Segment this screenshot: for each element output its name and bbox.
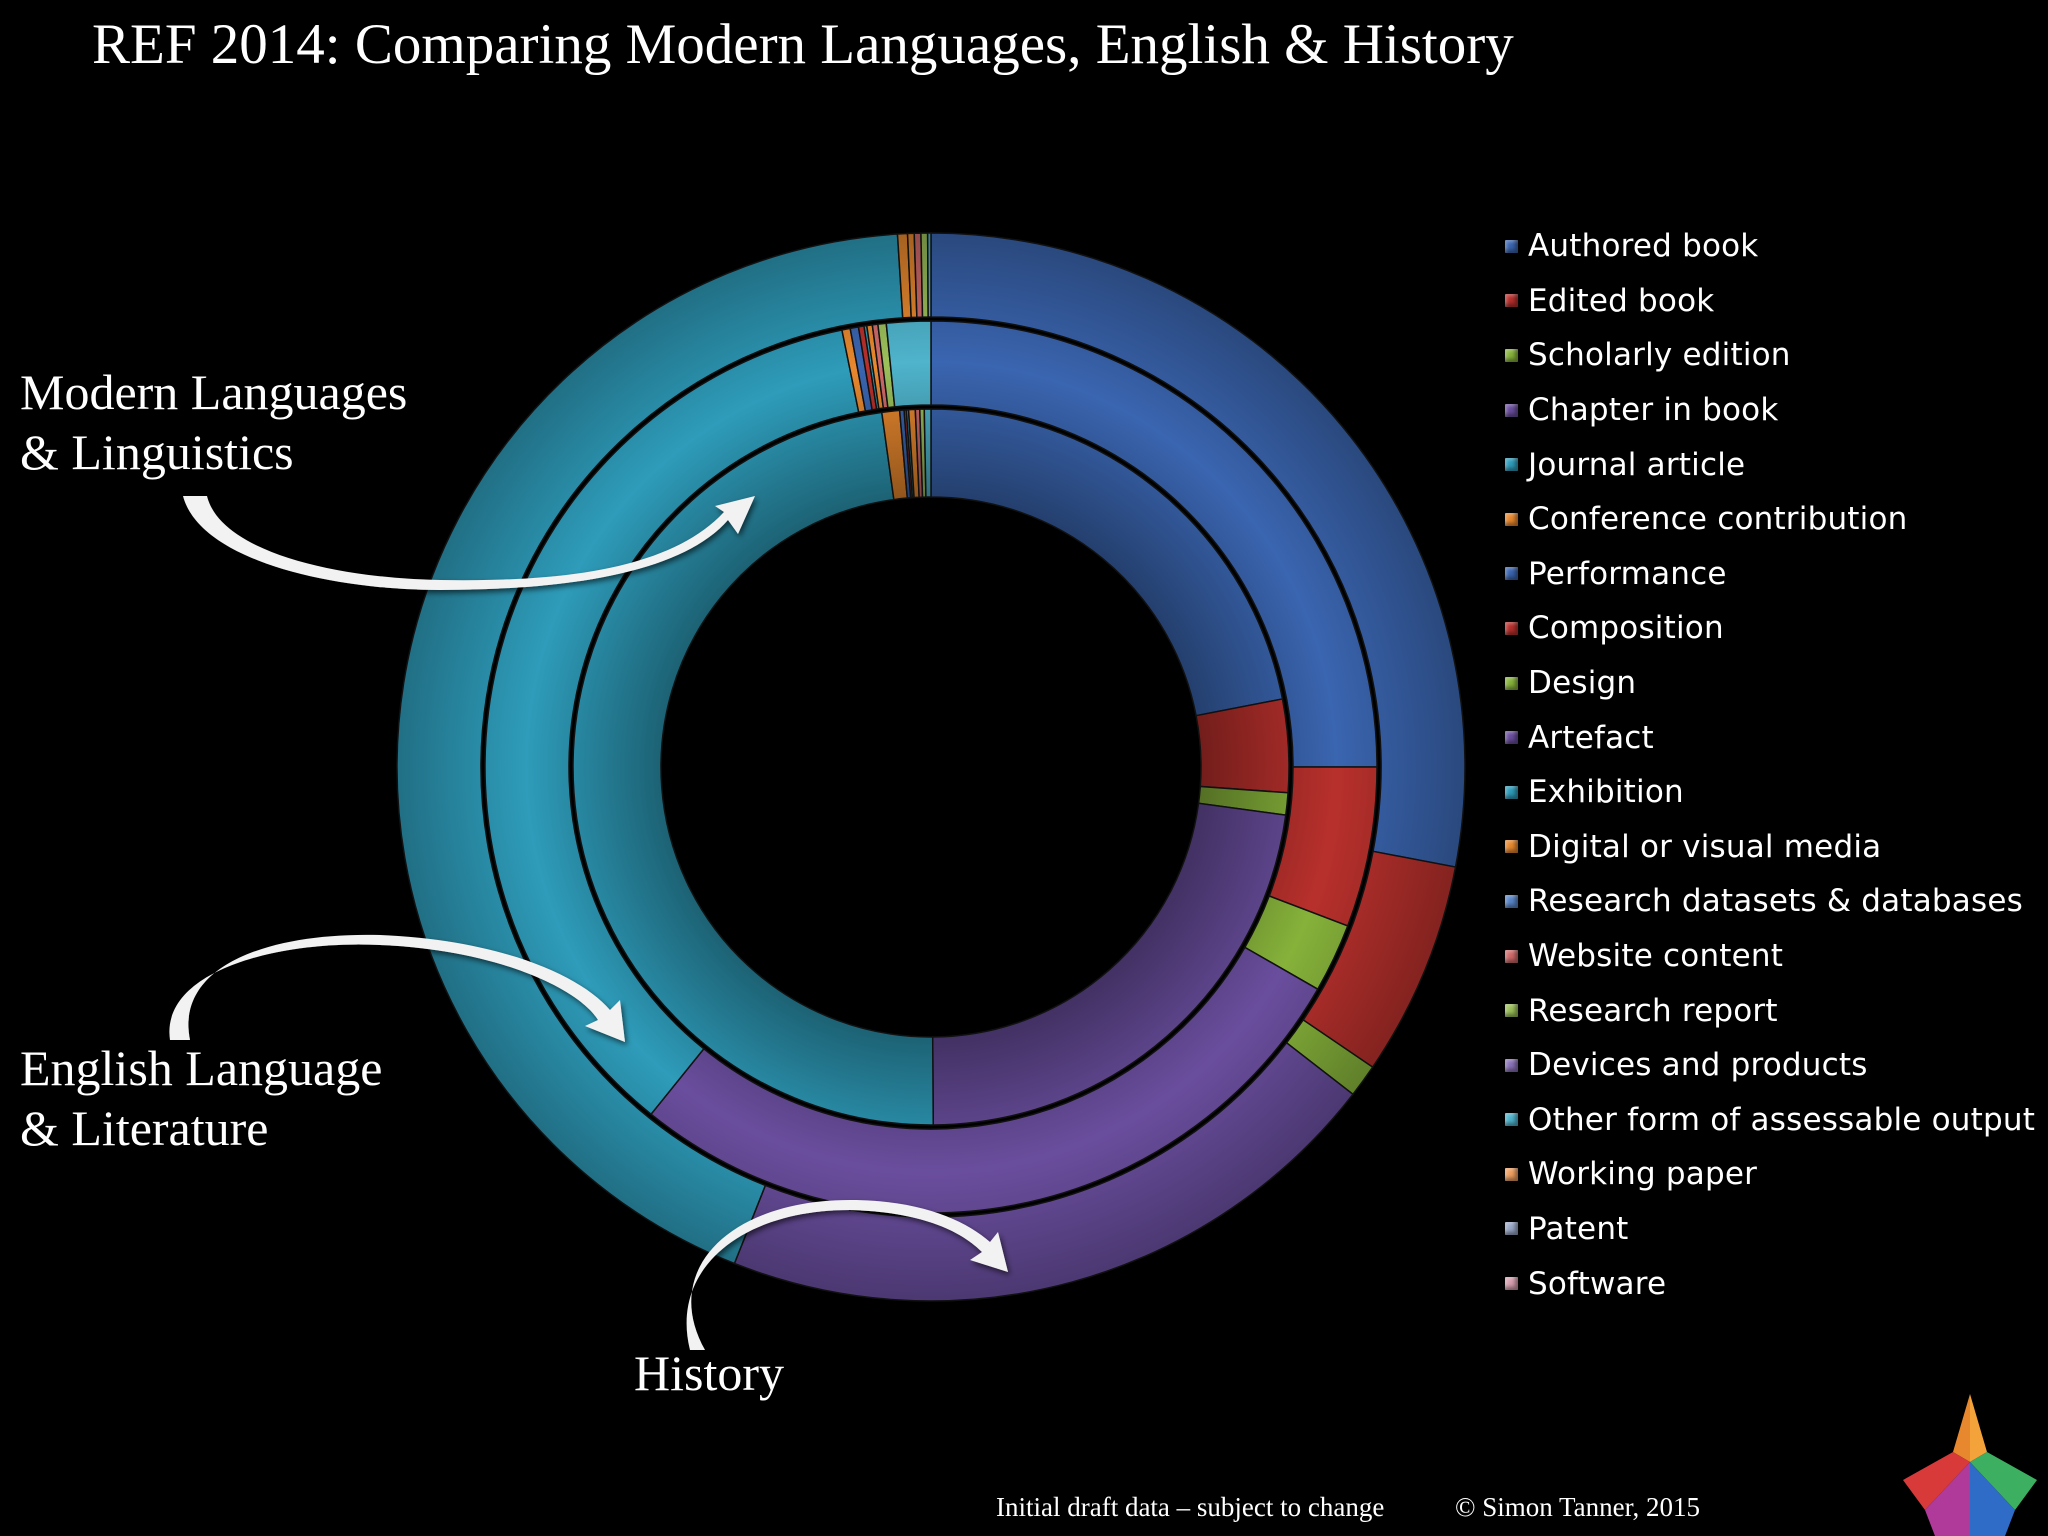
legend-label: Edited book — [1528, 282, 1715, 319]
legend-label: Other form of assessable output — [1528, 1101, 2036, 1138]
slice-history-other-form-of-assessable-output — [926, 232, 932, 318]
legend-swatch — [1505, 840, 1518, 854]
legend-item-website-content: Website content — [1505, 929, 2035, 984]
footer-note: Initial draft data – subject to change — [996, 1492, 1385, 1522]
legend-swatch — [1505, 294, 1518, 308]
legend-label: Design — [1528, 665, 1637, 702]
legend-label: Chapter in book — [1528, 392, 1779, 429]
legend-item-devices-and-products: Devices and products — [1505, 1038, 2035, 1093]
slice-history-authored-book — [930, 232, 1466, 868]
legend-label: Software — [1528, 1265, 1667, 1302]
chart-legend: Authored book Edited book Scholarly editio… — [1505, 219, 2035, 1311]
ring-label-modern-languages: Modern Languages & Linguistics — [20, 362, 440, 482]
legend-label: Composition — [1528, 610, 1724, 647]
legend-item-conference-contribution: Conference contribution — [1505, 492, 2035, 547]
legend-item-scholarly-edition: Scholarly edition — [1505, 328, 2035, 383]
ring-label-line: Modern Languages — [20, 364, 408, 420]
legend-swatch — [1505, 1004, 1518, 1018]
legend-label: Patent — [1528, 1210, 1629, 1247]
legend-swatch — [1505, 785, 1518, 799]
legend-item-exhibition: Exhibition — [1505, 765, 2035, 820]
legend-item-journal-article: Journal article — [1505, 437, 2035, 492]
legend-label: Scholarly edition — [1528, 337, 1791, 374]
legend-item-design: Design — [1505, 656, 2035, 711]
callout-arrows — [169, 496, 1008, 1350]
logo-icon — [1903, 1394, 2037, 1536]
legend-swatch — [1505, 949, 1518, 963]
ring-label-english: English Language & Literature — [20, 1038, 440, 1158]
legend-item-artefact: Artefact — [1505, 710, 2035, 765]
legend-swatch — [1505, 1058, 1518, 1072]
legend-label: Performance — [1528, 555, 1727, 592]
ring-label-line: & Linguistics — [20, 424, 294, 480]
legend-item-patent: Patent — [1505, 1202, 2035, 1257]
legend-item-edited-book: Edited book — [1505, 274, 2035, 329]
slice-english-language-literature-journal-article — [484, 329, 860, 1116]
legend-label: Digital or visual media — [1528, 828, 1882, 865]
legend-swatch — [1505, 894, 1518, 908]
legend-label: Devices and products — [1528, 1047, 1868, 1084]
legend-label: Research datasets & databases — [1528, 883, 2023, 920]
legend-label: Working paper — [1528, 1156, 1758, 1193]
slice-modern-languages-linguistics-other-form-of-assessable-output — [923, 408, 932, 498]
legend-item-research-datasets-databases: Research datasets & databases — [1505, 874, 2035, 929]
legend-item-chapter-in-book: Chapter in book — [1505, 383, 2035, 438]
legend-item-composition: Composition — [1505, 601, 2035, 656]
legend-item-working-paper: Working paper — [1505, 1147, 2035, 1202]
legend-swatch — [1505, 621, 1518, 635]
legend-swatch — [1505, 1277, 1518, 1291]
ring-label-history: History — [634, 1345, 784, 1401]
legend-swatch — [1505, 348, 1518, 362]
legend-swatch — [1505, 731, 1518, 745]
legend-item-performance: Performance — [1505, 547, 2035, 602]
legend-label: Exhibition — [1528, 774, 1684, 811]
legend-swatch — [1505, 239, 1518, 253]
legend-item-software: Software — [1505, 1256, 2035, 1311]
slice-modern-languages-linguistics-journal-article — [572, 411, 934, 1126]
legend-item-other-form-of-assessable-output: Other form of assessable output — [1505, 1093, 2035, 1148]
legend-swatch — [1505, 403, 1518, 417]
legend-item-research-report: Research report — [1505, 983, 2035, 1038]
slice-english-language-literature-chapter-in-book — [649, 946, 1319, 1214]
legend-label: Website content — [1528, 938, 1784, 975]
legend-swatch — [1505, 1167, 1518, 1181]
legend-swatch — [1505, 676, 1518, 690]
legend-label: Journal article — [1528, 446, 1746, 483]
legend-label: Conference contribution — [1528, 501, 1908, 538]
page-title: REF 2014: Comparing Modern Languages, En… — [92, 13, 1514, 76]
legend-swatch — [1505, 567, 1518, 581]
legend-label: Authored book — [1528, 228, 1759, 265]
slice-modern-languages-linguistics-edited-book — [1195, 698, 1290, 794]
legend-swatch — [1505, 512, 1518, 526]
legend-swatch — [1505, 458, 1518, 472]
arrow-english — [169, 934, 625, 1042]
slice-english-language-literature-other-form-of-assessable-output — [885, 320, 932, 408]
footer-copyright: © Simon Tanner, 2015 — [1455, 1492, 1701, 1522]
legend-item-digital-or-visual-media: Digital or visual media — [1505, 820, 2035, 875]
legend-label: Artefact — [1528, 719, 1654, 756]
rings-group — [396, 232, 1466, 1302]
legend-label: Research report — [1528, 992, 1778, 1029]
ring-label-line: English Language — [20, 1040, 383, 1096]
legend-swatch — [1505, 1222, 1518, 1236]
ring-label-line: & Literature — [20, 1100, 269, 1156]
legend-swatch — [1505, 1113, 1518, 1127]
legend-item-authored-book: Authored book — [1505, 219, 2035, 274]
